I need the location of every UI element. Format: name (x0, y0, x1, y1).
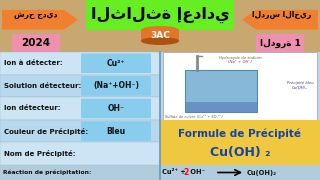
Text: (Na⁺ + OH⁻): (Na⁺ + OH⁻) (228, 60, 252, 64)
Text: Ion détecteur:: Ion détecteur: (4, 105, 60, 111)
Bar (185, 70, 257, 112)
Bar (0, 120, 160, 142)
Bar (160, 120, 320, 165)
Ellipse shape (141, 37, 179, 45)
Text: الثالثة إعدادي: الثالثة إعدادي (91, 6, 229, 22)
FancyBboxPatch shape (163, 52, 317, 120)
Text: Sulfate de cuivre (Cu²⁺ + SO₄²⁻): Sulfate de cuivre (Cu²⁺ + SO₄²⁻) (165, 115, 223, 119)
Text: Solution détecteur:: Solution détecteur: (4, 83, 81, 89)
Text: Cu²⁺: Cu²⁺ (107, 59, 125, 68)
FancyBboxPatch shape (256, 34, 304, 52)
Bar (185, 70, 257, 112)
Text: (Na⁺+OH⁻): (Na⁺+OH⁻) (93, 81, 139, 90)
Text: شرح جديد: شرح جديد (14, 10, 58, 19)
Bar (0, 52, 160, 165)
Text: Cu(OH) ₂: Cu(OH) ₂ (210, 146, 270, 159)
Text: Nom de Précipité:: Nom de Précipité: (4, 150, 76, 157)
FancyBboxPatch shape (12, 34, 60, 52)
FancyBboxPatch shape (86, 0, 234, 30)
Text: OH⁻: OH⁻ (188, 170, 205, 176)
Bar (0, 142, 160, 165)
FancyArrow shape (242, 10, 318, 30)
FancyBboxPatch shape (81, 121, 151, 141)
Text: Bleu: Bleu (107, 127, 125, 136)
Text: Couleur de Précipité:: Couleur de Précipité: (4, 128, 88, 135)
Text: 2: 2 (183, 168, 188, 177)
Text: الدرس الاخير: الدرس الاخير (252, 10, 312, 19)
Bar (141, 30, 179, 41)
Bar (0, 52, 160, 75)
Bar (0, 97, 160, 120)
Text: Précipité bleu: Précipité bleu (287, 80, 313, 84)
Text: Ion à détecter:: Ion à détecter: (4, 60, 63, 66)
Text: Cu²⁺ +: Cu²⁺ + (162, 170, 188, 176)
Text: Cu(OH)₂: Cu(OH)₂ (247, 170, 277, 176)
Bar (0, 75, 160, 97)
Text: الدورة 1: الدورة 1 (260, 38, 300, 48)
FancyBboxPatch shape (81, 53, 151, 73)
FancyArrow shape (2, 10, 78, 30)
Text: Formule de Précipité: Formule de Précipité (179, 128, 301, 139)
Text: 2024: 2024 (21, 38, 51, 48)
Text: Réaction de précipitation:: Réaction de précipitation: (3, 170, 92, 175)
Text: 3AC: 3AC (150, 31, 170, 40)
Bar (185, 102, 257, 112)
Ellipse shape (141, 26, 179, 34)
Text: Hydroxyde de sodium: Hydroxyde de sodium (219, 56, 261, 60)
Text: Cu(OH)₂: Cu(OH)₂ (292, 86, 308, 90)
Text: OH⁻: OH⁻ (108, 104, 124, 113)
FancyBboxPatch shape (81, 76, 151, 96)
Bar (0, 165, 320, 180)
FancyBboxPatch shape (81, 99, 151, 118)
Bar (160, 52, 320, 165)
